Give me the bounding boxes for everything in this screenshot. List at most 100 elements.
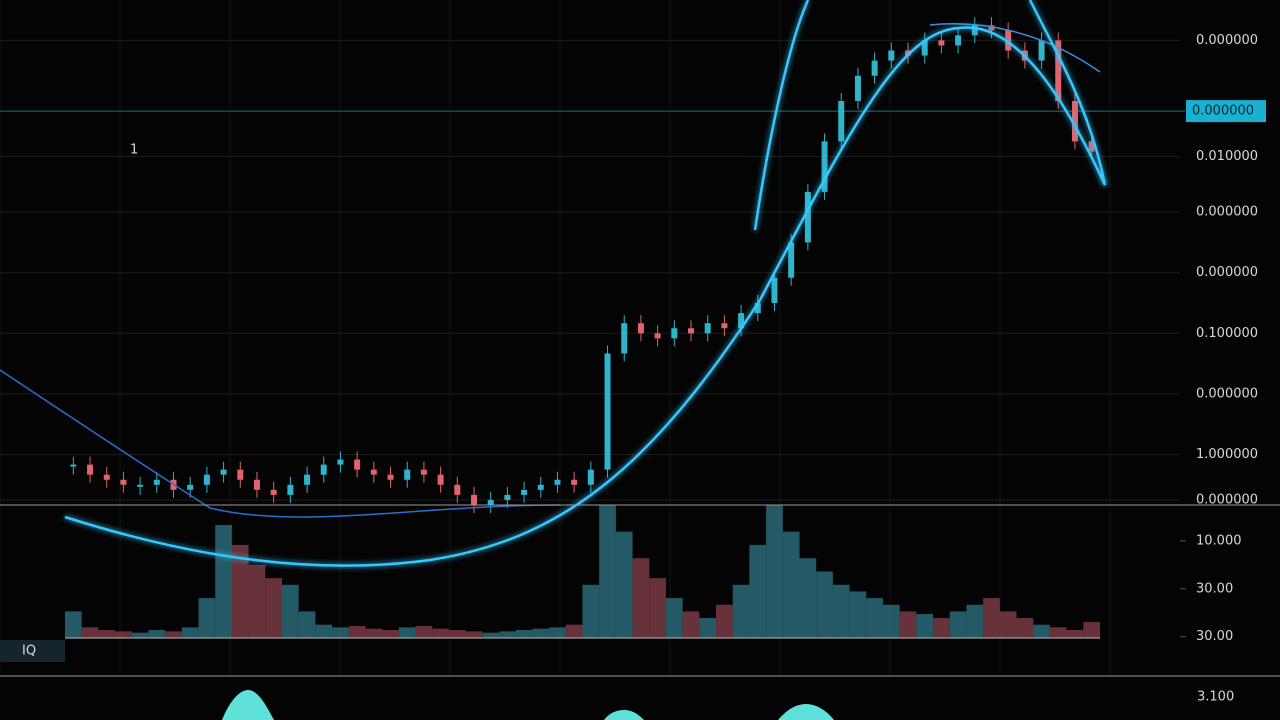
last-price-box xyxy=(1186,100,1266,123)
candle xyxy=(253,479,260,490)
volume-bar xyxy=(1083,622,1100,638)
candle xyxy=(304,474,311,485)
candle xyxy=(688,328,695,334)
y-tick-label: 0.000000 xyxy=(1196,33,1258,48)
candle xyxy=(237,469,244,480)
volume-bar xyxy=(1016,618,1034,638)
candle xyxy=(871,60,878,76)
volume-bar xyxy=(699,618,717,638)
candle xyxy=(604,353,611,470)
volume-bar xyxy=(415,626,433,638)
volume-bar xyxy=(565,624,583,638)
candle xyxy=(888,50,895,61)
volume-bar xyxy=(716,604,733,638)
volume-bar xyxy=(799,558,817,638)
candle xyxy=(370,469,377,475)
volume-bar xyxy=(265,578,283,638)
volume-bar xyxy=(949,611,967,638)
volume-bar xyxy=(298,611,316,638)
moving-average xyxy=(64,26,1107,567)
candle xyxy=(654,333,661,339)
candle xyxy=(637,323,644,334)
volume-bar xyxy=(482,632,500,638)
volume-bar xyxy=(398,627,416,638)
volume-bar xyxy=(348,626,366,638)
y-tick-label: 0.000000 xyxy=(1196,386,1258,401)
candle xyxy=(788,242,795,278)
volume-bar xyxy=(248,564,266,638)
volume-bar xyxy=(1049,627,1067,638)
y-tick-label: 1.000000 xyxy=(1196,447,1258,462)
volume-bar xyxy=(448,630,466,638)
candle xyxy=(804,191,811,243)
slow-average xyxy=(0,369,561,518)
volume-bar xyxy=(882,604,900,638)
candle xyxy=(387,474,394,480)
candle xyxy=(721,323,728,329)
candle xyxy=(1055,40,1062,101)
grid xyxy=(0,0,1185,676)
volume-bar xyxy=(916,614,934,638)
volume-bar xyxy=(165,631,182,638)
candle xyxy=(153,479,160,485)
volume-tick-label: 30.00 xyxy=(1196,581,1233,596)
band-upper-right xyxy=(1028,0,1107,186)
volume-bar xyxy=(615,531,633,638)
candle xyxy=(571,479,578,485)
volume-bar xyxy=(282,584,299,638)
y-tick-label: 0.000000 xyxy=(1196,492,1258,507)
candle xyxy=(220,469,227,475)
volume-bar xyxy=(81,627,99,638)
volume-bar xyxy=(1066,630,1084,638)
oscillator xyxy=(222,690,834,720)
candle xyxy=(1005,30,1012,51)
candle xyxy=(354,459,361,470)
y-tick-label: 0.010000 xyxy=(1196,149,1258,164)
volume-bar xyxy=(832,584,850,638)
volume-bar xyxy=(231,544,249,638)
volume-bar xyxy=(899,611,917,638)
candle xyxy=(87,464,94,475)
volume-bars xyxy=(65,505,1100,638)
candle xyxy=(821,141,828,192)
candle xyxy=(454,484,461,495)
volume-bar xyxy=(632,558,650,638)
volume-bar xyxy=(365,628,383,638)
candle xyxy=(1088,141,1095,152)
candle xyxy=(771,277,778,303)
volume-bar xyxy=(782,531,800,638)
candle xyxy=(187,484,194,490)
volume-bar xyxy=(966,604,984,638)
volume-bar xyxy=(65,611,82,638)
candles xyxy=(70,17,1095,513)
candle xyxy=(504,494,511,500)
candle xyxy=(838,101,845,142)
slow-average-top xyxy=(929,23,1101,73)
volume-bar xyxy=(682,611,700,638)
volume-bar xyxy=(332,627,349,638)
left-label: 1 xyxy=(130,143,138,158)
oscillator-hump xyxy=(222,690,274,720)
volume-bar xyxy=(749,544,767,638)
volume-bar xyxy=(582,584,600,638)
volume-bar xyxy=(315,624,333,638)
candle xyxy=(738,313,745,329)
candle xyxy=(287,484,294,495)
candle xyxy=(554,479,561,485)
oscillator-hump xyxy=(604,710,644,720)
volume-bar xyxy=(148,630,166,638)
last-price-label: 0.000000 xyxy=(1192,104,1254,119)
candle xyxy=(1071,101,1078,142)
y-tick-label: 0.000000 xyxy=(1196,265,1258,280)
candle xyxy=(971,25,978,36)
volume-bar xyxy=(215,524,232,638)
volume-bar xyxy=(983,598,1000,638)
candle xyxy=(470,494,477,505)
corner-box xyxy=(0,640,65,662)
volume-bar xyxy=(866,598,883,638)
corner-label: IQ xyxy=(22,644,36,659)
candle xyxy=(988,25,995,31)
volume-bar xyxy=(532,628,550,638)
candle xyxy=(854,75,861,101)
candle xyxy=(420,469,427,475)
